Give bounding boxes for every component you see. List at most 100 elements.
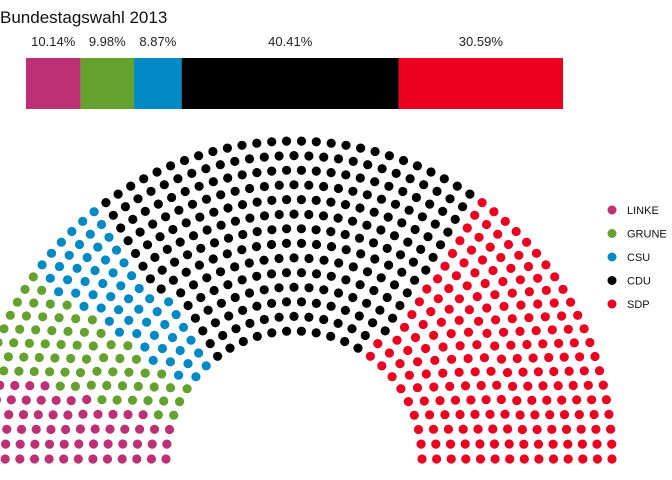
seat-cdu (274, 180, 284, 190)
seat-cdu (190, 313, 200, 323)
seat-cdu (348, 186, 358, 196)
seat-sdp (579, 324, 589, 334)
seat-sdp (578, 454, 588, 464)
seat-grune (71, 314, 81, 324)
seat-sdp (583, 380, 593, 390)
seat-cdu (209, 238, 220, 248)
seat-cdu (203, 305, 213, 315)
seat-cdu (326, 168, 336, 178)
seat-cdu (439, 174, 449, 184)
seat-sdp (514, 250, 524, 260)
seat-cdu (333, 288, 344, 298)
seat-cdu (376, 194, 387, 204)
seat-linke (30, 439, 40, 449)
seat-cdu (370, 254, 380, 264)
seat-sdp (480, 278, 490, 289)
seat-sdp (377, 361, 387, 371)
seat-cdu (130, 248, 141, 259)
seat-sdp (489, 207, 499, 217)
seat-sdp (462, 281, 472, 291)
seat-grune (175, 397, 185, 407)
seat-cdu (230, 292, 240, 303)
legend-swatch-csu (607, 252, 617, 262)
seat-cdu (259, 285, 269, 295)
seat-sdp (533, 299, 543, 309)
seat-sdp (548, 439, 558, 449)
seat-sdp (493, 229, 503, 239)
seat-grune (40, 339, 50, 349)
seat-sdp (446, 329, 456, 339)
seat-cdu (289, 180, 299, 190)
seat-cdu (333, 213, 343, 223)
seat-sdp (466, 395, 476, 405)
seat-sdp (432, 454, 442, 464)
percent-label-sdp: 30.59% (459, 34, 504, 49)
seat-sdp (492, 380, 502, 390)
seat-linke (123, 409, 133, 420)
seat-cdu (326, 197, 336, 207)
seat-grune (31, 325, 41, 335)
seat-grune (102, 380, 112, 391)
seat-cdu (188, 280, 199, 290)
legend: LINKE GRUNE CSU CDU SDP (607, 205, 667, 311)
seat-sdp (470, 210, 480, 220)
seat-sdp (528, 353, 538, 363)
seat-sdp (403, 345, 413, 356)
seat-cdu (135, 227, 145, 237)
seat-cdu (202, 225, 212, 235)
seat-sdp (447, 248, 458, 259)
seat-sdp (421, 343, 431, 354)
seat-grune (131, 354, 141, 364)
seat-linke (44, 454, 54, 464)
seat-cdu (126, 181, 136, 191)
seat-cdu (216, 220, 226, 230)
seat-linke (161, 454, 171, 464)
seat-grune (92, 366, 102, 376)
seat-cdu (120, 202, 130, 212)
seat-linke (21, 395, 31, 405)
seat-cdu (183, 300, 193, 311)
seat-cdu (252, 271, 262, 281)
seat-cdu (210, 318, 220, 328)
seat-sdp (454, 315, 464, 325)
seat-csu (96, 303, 106, 313)
seat-cdu (370, 177, 380, 187)
seat-sdp (470, 409, 480, 419)
seat-csu (104, 316, 114, 326)
seat-sdp (429, 382, 439, 392)
seat-cdu (282, 195, 292, 205)
seat-cdu (289, 253, 299, 263)
seat-sdp (485, 242, 495, 252)
seat-cdu (142, 240, 153, 250)
seat-cdu (376, 225, 386, 235)
seat-sdp (563, 454, 573, 464)
seat-sdp (545, 410, 555, 420)
seat-sdp (559, 352, 569, 362)
seat-cdu (161, 212, 171, 222)
legend-swatch-grune (607, 229, 617, 238)
seat-cdu (348, 292, 358, 303)
seat-grune (37, 285, 47, 295)
seat-sdp (447, 354, 457, 364)
seat-sdp (503, 239, 514, 250)
seat-grune (79, 327, 89, 337)
seat-cdu (304, 209, 314, 220)
seat-cdu (215, 160, 225, 170)
seat-sdp (534, 454, 544, 464)
seat-sdp (540, 312, 550, 322)
seat-cdu (430, 219, 440, 229)
seat-sdp (466, 245, 477, 255)
seat-cdu (311, 298, 321, 308)
seat-linke (90, 424, 100, 434)
seat-grune (153, 410, 163, 420)
seat-sdp (419, 396, 429, 406)
seat-cdu (397, 267, 407, 277)
seat-linke (59, 454, 69, 464)
seat-cdu (201, 164, 211, 174)
seat-cdu (238, 229, 248, 240)
seat-cdu (266, 239, 277, 250)
seat-grune (0, 366, 9, 376)
seat-sdp (438, 342, 448, 352)
seat-sdp (542, 395, 552, 405)
seat-csu (178, 322, 189, 332)
